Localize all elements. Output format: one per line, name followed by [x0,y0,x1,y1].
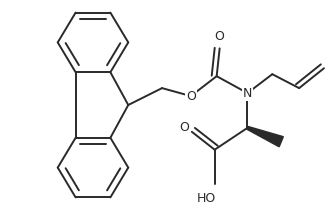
Text: HO: HO [197,192,216,205]
Polygon shape [247,126,283,147]
Text: N: N [243,87,252,100]
Text: O: O [215,30,224,43]
Text: O: O [186,89,196,102]
Text: O: O [179,121,189,134]
